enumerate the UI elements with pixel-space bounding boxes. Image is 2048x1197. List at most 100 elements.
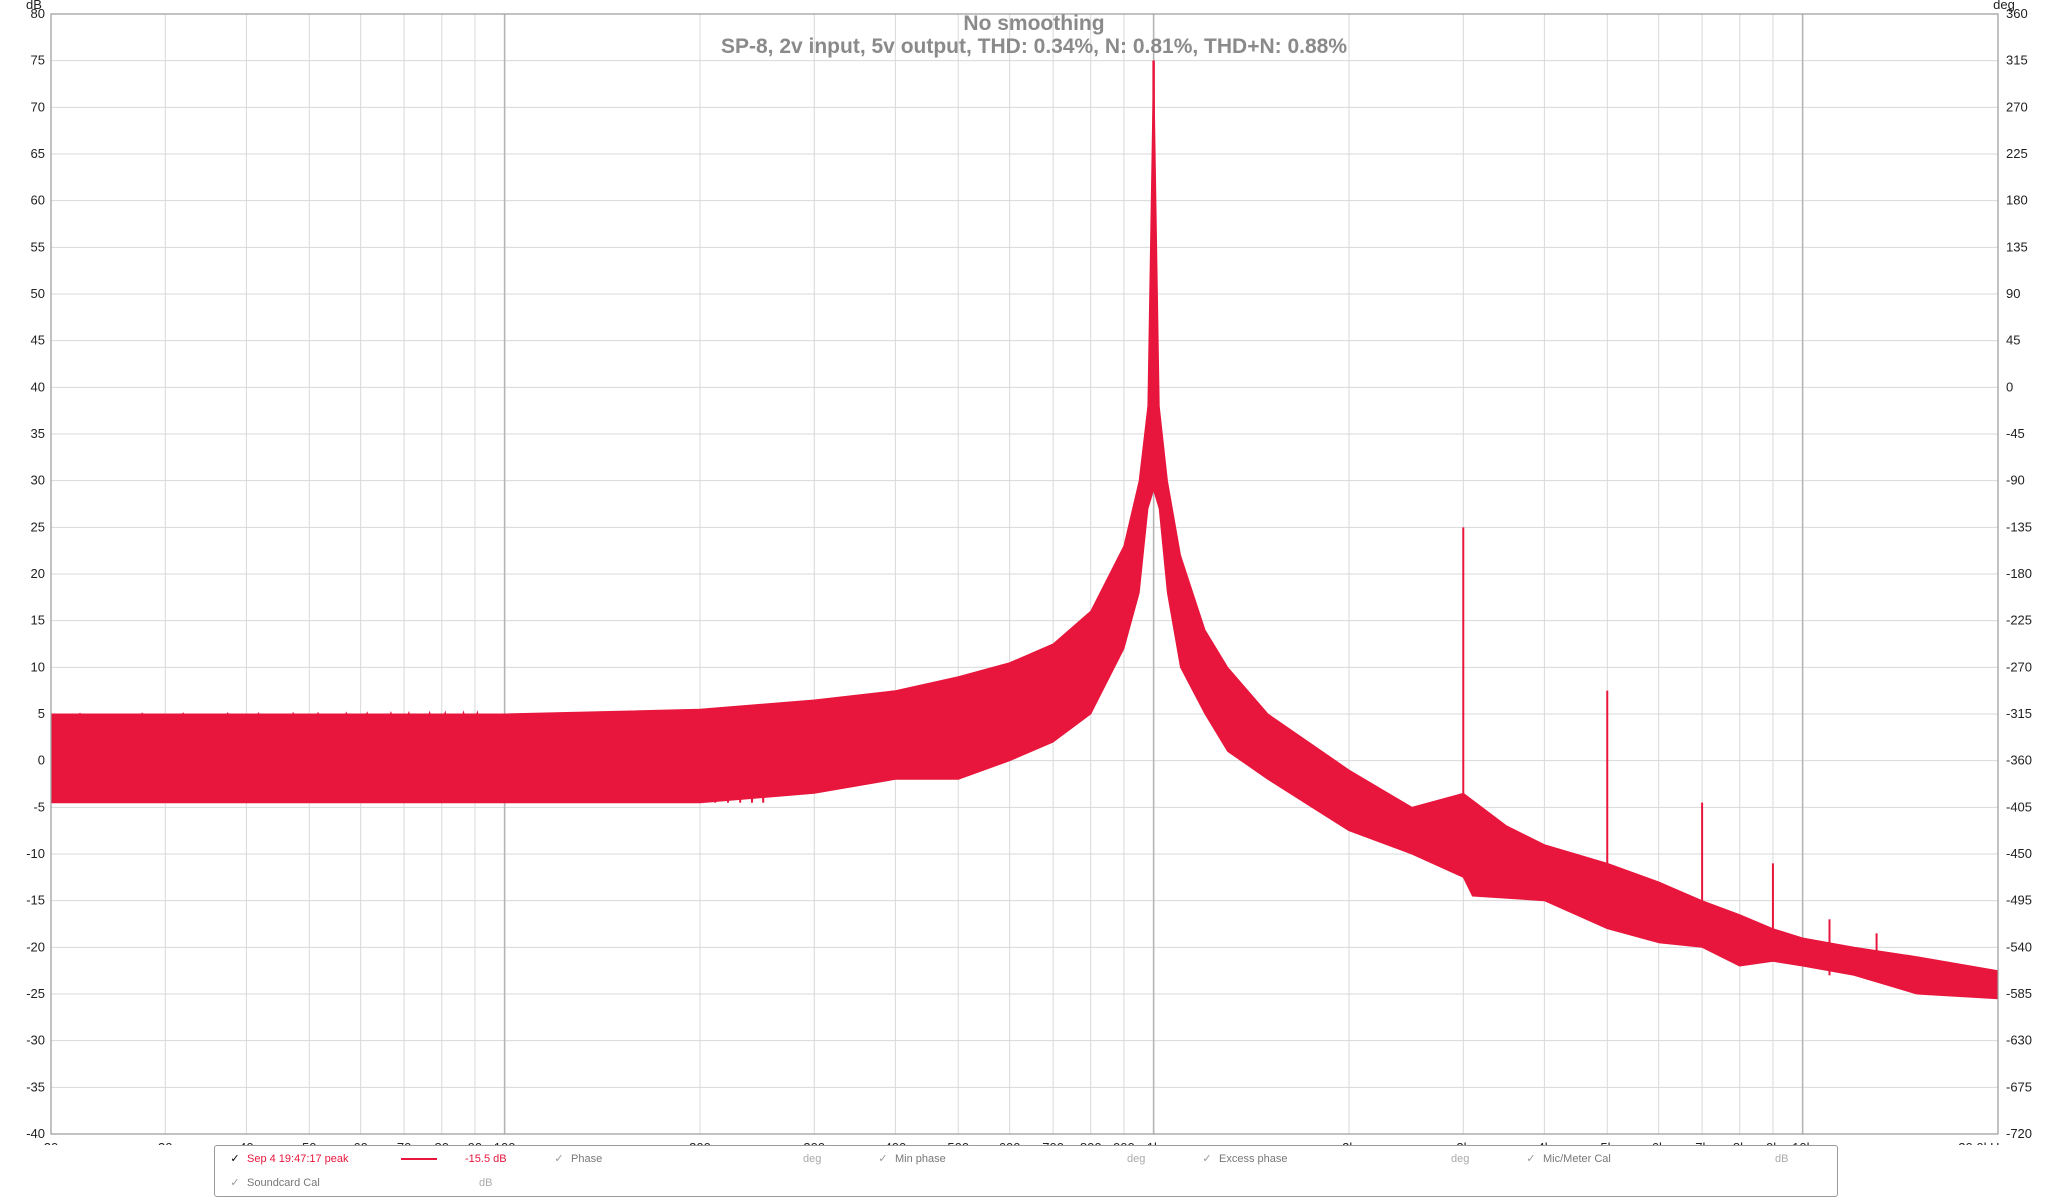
y-unit-left: dB <box>26 0 42 12</box>
legend-item[interactable]: ✓ Mic/Meter Cal dB <box>1525 1149 1845 1169</box>
x-tick-label: 20.0kHz <box>1958 1140 2006 1145</box>
y-tick-label-left: 25 <box>31 519 45 534</box>
y-tick-label-right: 45 <box>2006 333 2020 348</box>
legend-unit: deg <box>803 1153 822 1165</box>
y-tick-label-left: 40 <box>31 379 45 394</box>
y-tick-label-right: -180 <box>2006 566 2032 581</box>
y-tick-label-right: 270 <box>2006 99 2028 114</box>
x-tick-label: 40 <box>239 1140 253 1145</box>
x-tick-label: 90 <box>468 1140 482 1145</box>
x-tick-label: 1k <box>1147 1140 1161 1145</box>
legend-label: Min phase <box>895 1153 946 1165</box>
y-tick-label-left: -30 <box>26 1033 45 1048</box>
y-tick-label-right: 315 <box>2006 53 2028 68</box>
y-tick-label-left: -20 <box>26 939 45 954</box>
y-tick-label-right: -405 <box>2006 799 2032 814</box>
x-tick-label: 80 <box>435 1140 449 1145</box>
legend-label: Sep 4 19:47:17 peak <box>247 1153 349 1165</box>
legend-unit: deg <box>1451 1153 1470 1165</box>
x-tick-label: 100 <box>494 1140 516 1145</box>
x-tick-label: 20 <box>44 1140 58 1145</box>
y-tick-label-left: 15 <box>31 613 45 628</box>
x-tick-label: 500 <box>947 1140 969 1145</box>
legend-label: Soundcard Cal <box>247 1177 320 1189</box>
y-tick-label-left: 35 <box>31 426 45 441</box>
y-tick-label-left: 80 <box>31 6 45 21</box>
x-tick-label: 60 <box>353 1140 367 1145</box>
y-tick-label-right: 0 <box>2006 379 2013 394</box>
y-tick-label-right: -630 <box>2006 1033 2032 1048</box>
y-tick-label-right: -585 <box>2006 986 2032 1001</box>
x-tick-label: 7k <box>1695 1140 1709 1145</box>
x-tick-label: 10k <box>1792 1140 1813 1145</box>
y-tick-label-right: 360 <box>2006 6 2028 21</box>
legend-unit: dB <box>479 1177 493 1189</box>
legend-item[interactable]: ✓ Soundcard Cal dB <box>229 1173 549 1193</box>
y-tick-label-right: 225 <box>2006 146 2028 161</box>
legend-label: Mic/Meter Cal <box>1543 1153 1611 1165</box>
x-tick-label: 3k <box>1456 1140 1470 1145</box>
legend-checkbox[interactable]: ✓ <box>878 1153 888 1165</box>
y-unit-right: deg <box>1993 0 2015 12</box>
legend-item[interactable]: ✓ Excess phase deg <box>1201 1149 1521 1169</box>
y-tick-label-left: -40 <box>26 1126 45 1141</box>
y-tick-label-right: -720 <box>2006 1126 2032 1141</box>
legend-checkbox[interactable]: ✓ <box>1526 1153 1536 1165</box>
y-tick-label-right: -495 <box>2006 893 2032 908</box>
x-tick-label: 2k <box>1342 1140 1356 1145</box>
y-tick-label-right: -540 <box>2006 939 2032 954</box>
y-tick-label-right: -90 <box>2006 473 2025 488</box>
y-tick-label-left: 55 <box>31 239 45 254</box>
legend-label: Phase <box>571 1153 603 1165</box>
x-tick-label: 4k <box>1538 1140 1552 1145</box>
plot-frame <box>50 13 1999 1135</box>
y-tick-label-left: 65 <box>31 146 45 161</box>
legend-checkbox[interactable]: ✓ <box>1202 1153 1212 1165</box>
chart-title: No smoothing <box>963 12 1104 35</box>
legend-unit: deg <box>1127 1153 1146 1165</box>
y-tick-label-left: 20 <box>31 566 45 581</box>
y-tick-label-left: -10 <box>26 846 45 861</box>
x-tick-label: 800 <box>1080 1140 1102 1145</box>
y-tick-label-right: 135 <box>2006 239 2028 254</box>
x-tick-label: 8k <box>1733 1140 1747 1145</box>
x-tick-label: 30 <box>158 1140 172 1145</box>
x-tick-label: 200 <box>689 1140 711 1145</box>
legend-swatch <box>401 1158 437 1160</box>
legend-value: -15.5 dB <box>465 1153 507 1165</box>
legend-item[interactable]: ✓ Min phase deg <box>877 1149 1197 1169</box>
grid <box>50 13 1999 1135</box>
x-tick-label: 600 <box>999 1140 1021 1145</box>
y-tick-label-right: -360 <box>2006 753 2032 768</box>
legend-checkbox[interactable]: ✓ <box>230 1177 240 1189</box>
y-tick-label-right: -315 <box>2006 706 2032 721</box>
y-tick-label-left: 5 <box>38 706 45 721</box>
trace <box>50 60 1999 1000</box>
x-tick-label: 70 <box>397 1140 411 1145</box>
y-tick-label-right: 90 <box>2006 286 2020 301</box>
x-tick-label: 5k <box>1600 1140 1614 1145</box>
x-tick-label: 9k <box>1766 1140 1780 1145</box>
y-tick-label-left: 70 <box>31 99 45 114</box>
y-tick-label-right: -675 <box>2006 1079 2032 1094</box>
x-tick-label: 300 <box>803 1140 825 1145</box>
y-tick-label-right: -135 <box>2006 519 2032 534</box>
legend-checkbox[interactable]: ✓ <box>554 1153 564 1165</box>
x-tick-label: 900 <box>1113 1140 1135 1145</box>
y-tick-label-right: -450 <box>2006 846 2032 861</box>
response-ripple <box>50 710 775 803</box>
x-tick-label: 50 <box>302 1140 316 1145</box>
y-tick-label-left: -35 <box>26 1079 45 1094</box>
legend-item[interactable]: ✓ Phase deg <box>553 1149 873 1169</box>
y-tick-label-left: 10 <box>31 659 45 674</box>
y-tick-label-left: -25 <box>26 986 45 1001</box>
x-tick-label: 400 <box>885 1140 907 1145</box>
x-tick-label: 6k <box>1652 1140 1666 1145</box>
y-tick-label-right: -270 <box>2006 659 2032 674</box>
legend-item[interactable]: ✓ Sep 4 19:47:17 peak -15.5 dB <box>229 1149 549 1169</box>
y-tick-label-left: -5 <box>33 799 45 814</box>
y-tick-label-left: -15 <box>26 893 45 908</box>
legend-checkbox[interactable]: ✓ <box>230 1153 240 1165</box>
